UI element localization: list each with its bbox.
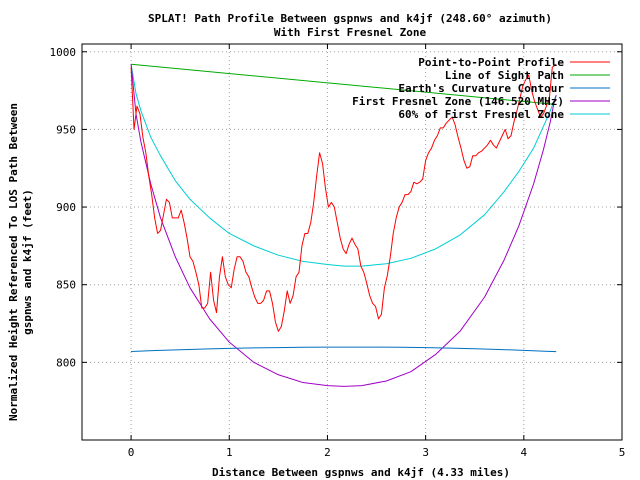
y-axis-label-line-1: Normalized Height Referenced To LOS Path… [7, 103, 20, 421]
legend-label: Line of Sight Path [445, 69, 564, 82]
series-line-60-of-first-fresnel-zone [130, 64, 557, 267]
y-tick-label: 800 [56, 356, 76, 369]
x-tick-label: 0 [128, 446, 135, 459]
series-lines [130, 63, 557, 387]
y-tick-label: 850 [56, 279, 76, 292]
legend-label: First Fresnel Zone (146.520 MHz) [352, 95, 564, 108]
legend-label: Point-to-Point Profile [418, 56, 564, 69]
x-tick-label: 2 [324, 446, 331, 459]
y-tick-label: 950 [56, 123, 76, 136]
series-line-point-to-point-profile [130, 63, 557, 332]
chart-title: SPLAT! Path Profile Between gspnws and k… [148, 12, 552, 25]
series-line-earth-s-curvature-contour [131, 346, 557, 353]
axis-ticks [82, 44, 623, 440]
series-line-line-of-sight-path [131, 63, 557, 106]
x-tick-label: 1 [226, 446, 233, 459]
y-tick-label: 900 [56, 201, 76, 214]
legend-label: 60% of First Fresnel Zone [398, 108, 564, 121]
series-line-first-fresnel-zone-146-520-mhz [130, 64, 557, 387]
x-tick-label: 4 [521, 446, 528, 459]
chart-subtitle: With First Fresnel Zone [274, 26, 427, 39]
x-tick-label: 5 [619, 446, 626, 459]
legend-label: Earth's Curvature Contour [398, 82, 564, 95]
y-axis-label-line-2: gspnws and k4jf (feet) [21, 189, 34, 335]
axis-tick-labels: 0 1 2 3 4 5 800 850 900 950 1000 [50, 46, 626, 459]
x-tick-label: 3 [422, 446, 429, 459]
plot-frame [81, 43, 623, 441]
y-tick-label: 1000 [50, 46, 77, 59]
x-axis-label: Distance Between gspnws and k4jf (4.33 m… [212, 466, 510, 479]
